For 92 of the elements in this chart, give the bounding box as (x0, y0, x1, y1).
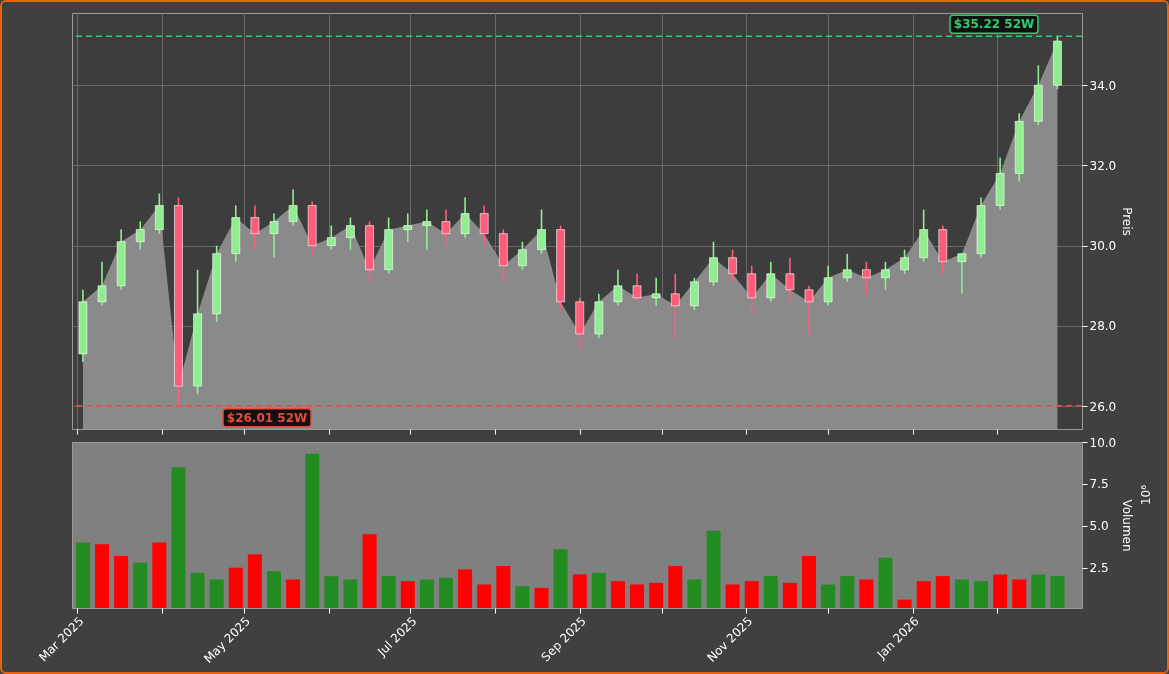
bar (75, 542, 90, 608)
bar (840, 576, 855, 608)
y-tick-label: 2.5 (1089, 561, 1109, 576)
y-axis-title: Preis (1120, 207, 1135, 236)
candlestick (250, 204, 260, 251)
candlestick (842, 252, 852, 283)
text: 10⁶ (1139, 484, 1153, 506)
bar (553, 549, 568, 608)
bar (744, 581, 759, 608)
candlestick (651, 276, 661, 307)
bar (706, 530, 721, 608)
candlestick (957, 252, 967, 295)
y-tick-label: 26.0 (1089, 399, 1117, 414)
bar (247, 554, 262, 608)
y-tick-label: 32.0 (1089, 158, 1117, 173)
bar (362, 534, 377, 608)
bar (324, 576, 339, 608)
y-axis-title: Volumen (1120, 499, 1135, 552)
bar (802, 556, 817, 608)
bar (1012, 579, 1027, 608)
candlestick (460, 196, 470, 239)
ref-line-label: $35.22 52W (953, 17, 1035, 32)
candlestick (327, 224, 336, 251)
bar (400, 581, 415, 608)
bar (725, 584, 740, 608)
bar (649, 582, 664, 608)
bar (668, 566, 683, 608)
bar (515, 586, 530, 608)
bar (152, 542, 167, 608)
bar (687, 579, 702, 608)
bar (95, 544, 110, 608)
candlestick (728, 248, 737, 283)
bar (458, 569, 473, 608)
bar (534, 587, 549, 608)
bar (916, 581, 931, 608)
bar (878, 557, 893, 608)
bar (974, 581, 988, 608)
bar (133, 562, 148, 608)
bar (305, 453, 320, 608)
bar (763, 576, 778, 608)
candlestick (422, 208, 432, 251)
bar (496, 566, 511, 608)
bar (610, 581, 625, 608)
bar (171, 467, 186, 608)
candlestick (613, 268, 623, 307)
candlestick (288, 188, 298, 227)
candlestick (97, 260, 107, 307)
candlestick (537, 208, 546, 255)
candlestick (346, 216, 355, 251)
candlestick (479, 204, 489, 247)
bar (782, 582, 797, 608)
bar (209, 579, 224, 608)
y-tick-label: 30.0 (1089, 239, 1117, 254)
bar (935, 576, 950, 608)
bar (859, 579, 874, 608)
y-tick-label: 28.0 (1089, 319, 1117, 334)
y-tick-label: 10.0 (1089, 435, 1117, 450)
candlestick (632, 272, 642, 303)
bar (267, 571, 281, 608)
bar (228, 567, 243, 608)
bar (993, 574, 1008, 608)
bar (630, 584, 645, 608)
candlestick (785, 256, 795, 303)
candlestick (804, 284, 814, 335)
bar (286, 579, 301, 608)
candlestick (403, 212, 413, 243)
bar (438, 577, 453, 608)
bar (114, 556, 129, 608)
bar (190, 572, 205, 608)
y-tick-label: 34.0 (1089, 78, 1117, 93)
bar (381, 576, 396, 608)
bar (897, 599, 912, 608)
candlestick (135, 220, 145, 251)
candlestick (441, 208, 451, 247)
bar (1031, 574, 1046, 608)
y-tick-label: 7.5 (1089, 477, 1109, 492)
bar (572, 574, 587, 608)
candlestick (881, 260, 890, 291)
bar (821, 584, 836, 608)
bar (477, 584, 492, 608)
candlestick (518, 240, 527, 271)
bar (591, 572, 606, 608)
bar (343, 579, 358, 608)
y-tick-label: 5.0 (1089, 519, 1109, 534)
candlestick (269, 212, 279, 259)
bar (1050, 576, 1065, 608)
ref-line-label: $26.01 52W (226, 410, 308, 425)
candlestick (670, 272, 680, 339)
bar (419, 579, 434, 608)
candlestick (900, 248, 909, 275)
candlestick (862, 260, 871, 295)
bar (954, 579, 969, 608)
